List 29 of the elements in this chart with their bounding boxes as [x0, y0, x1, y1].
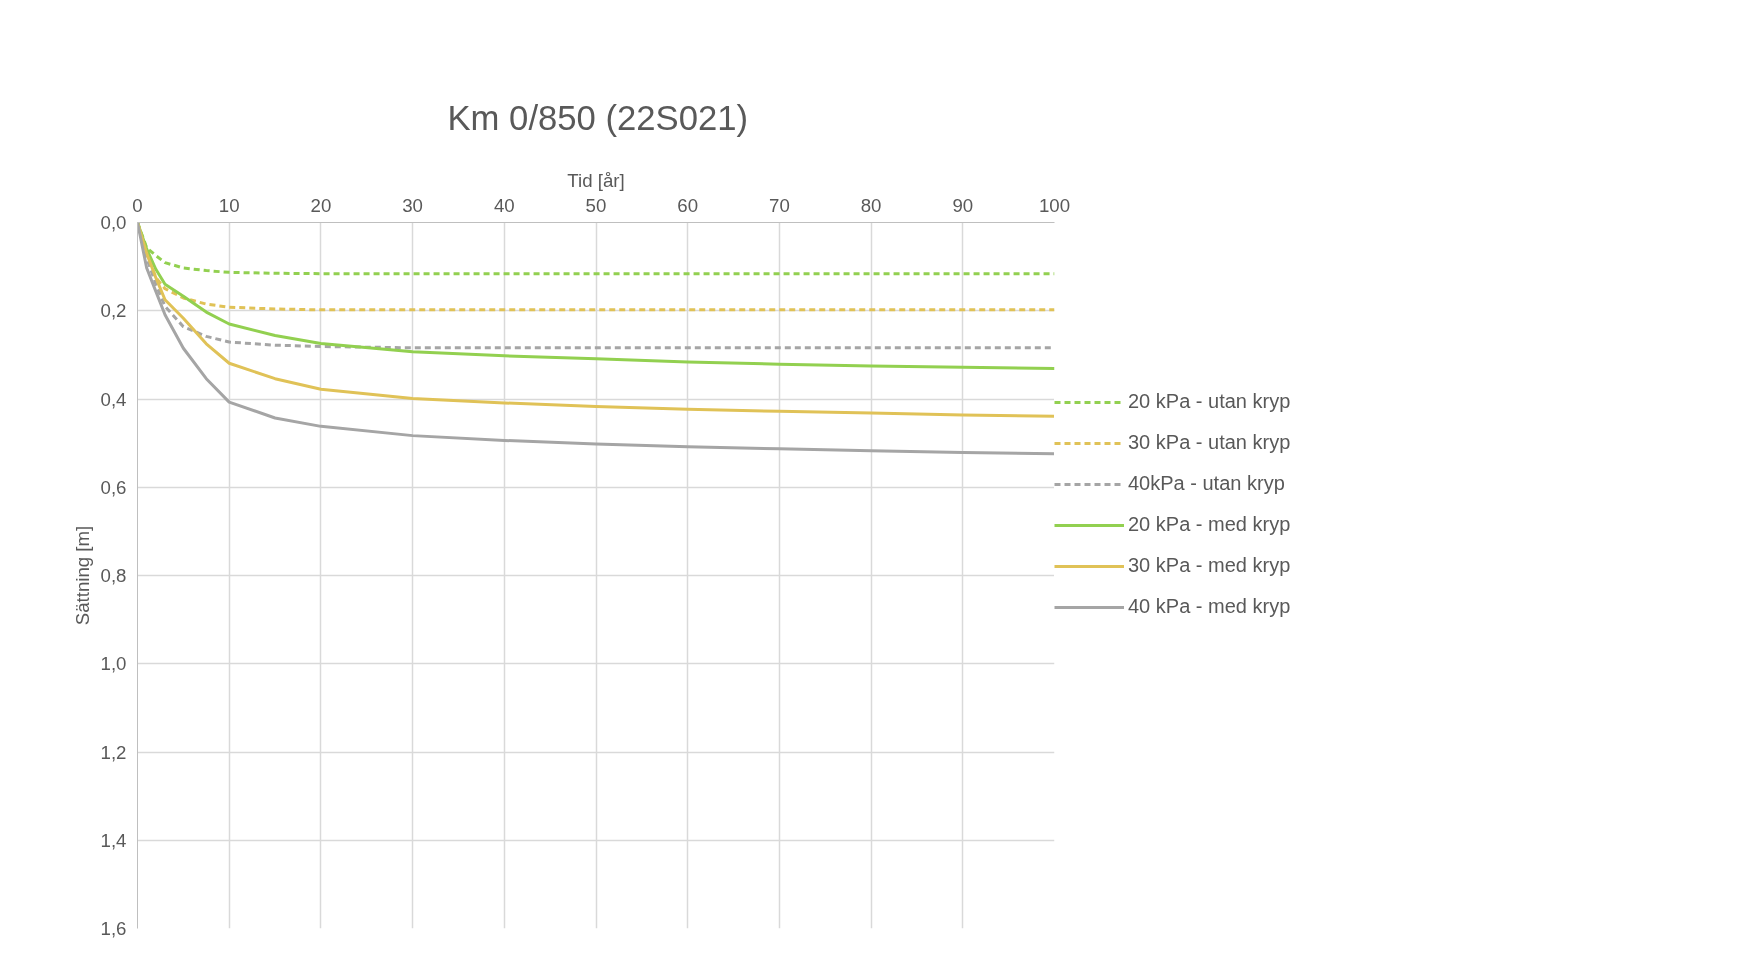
y-tick-label: 1,6	[100, 918, 127, 939]
x-tick-label: 90	[952, 194, 974, 216]
x-tick-label: 10	[218, 194, 240, 216]
x-tick-label: 0	[132, 194, 143, 216]
legend-label: 30 kPa - utan kryp	[1128, 431, 1291, 454]
y-tick-label: 0,6	[100, 476, 127, 498]
legend-label: 30 kPa - med kryp	[1128, 554, 1291, 577]
y-tick-label: 0,8	[100, 565, 127, 586]
x-tick-label: 80	[860, 194, 882, 216]
legend-label: 20 kPa - utan kryp	[1128, 390, 1291, 413]
chart-title: Km 0/850 (22S021)	[447, 98, 749, 137]
legend-label: 40 kPa - med kryp	[1128, 595, 1291, 618]
y-tick-label: 0,2	[100, 300, 127, 322]
x-axis-title: Tid [år]	[567, 169, 625, 191]
y-tick-label: 1,2	[100, 741, 127, 763]
legend-label: 40kPa - utan kryp	[1128, 472, 1285, 495]
y-axis-title: Sättning [m]	[71, 525, 93, 626]
y-tick-label: 0,0	[100, 212, 127, 233]
legend-label: 20 kPa - med kryp	[1128, 513, 1291, 536]
x-tick-label: 70	[769, 194, 790, 216]
x-tick-label: 20	[310, 194, 332, 216]
x-tick-label: 100	[1038, 194, 1071, 216]
x-tick-label: 40	[493, 194, 515, 216]
x-tick-label: 50	[585, 194, 607, 216]
x-tick-label: 30	[402, 194, 423, 216]
x-tick-label: 60	[677, 194, 699, 216]
y-tick-label: 0,4	[100, 388, 127, 410]
y-tick-label: 1,4	[100, 829, 127, 851]
y-tick-label: 1,0	[100, 653, 127, 675]
